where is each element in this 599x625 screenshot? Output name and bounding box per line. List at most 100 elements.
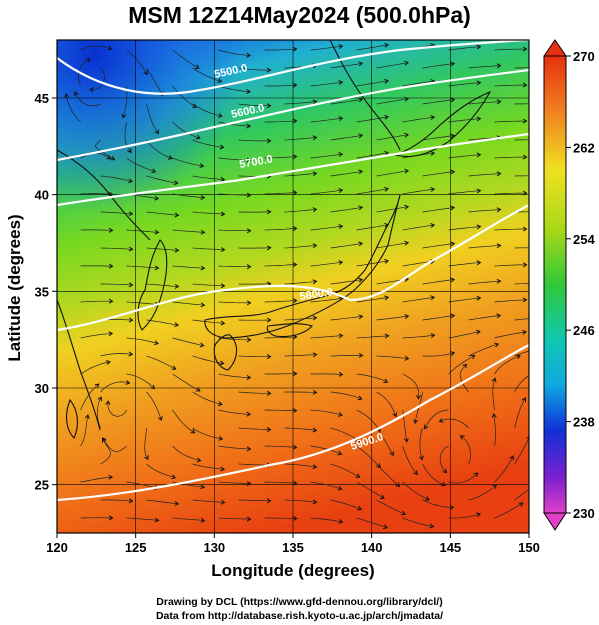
- flow-arrowhead: [358, 277, 364, 283]
- streamline: [448, 331, 480, 339]
- flow-arrowhead: [404, 204, 410, 210]
- map-title: MSM 12Z14May2024 (500.0hPa): [128, 2, 471, 28]
- flow-arrowhead: [403, 437, 409, 443]
- flow-arrowhead: [292, 118, 298, 124]
- streamline: [514, 375, 529, 393]
- streamline: [494, 299, 527, 303]
- flow-arrowhead: [470, 354, 476, 360]
- flow-arrowhead: [246, 446, 252, 452]
- flow-arrowhead: [585, 449, 589, 453]
- flow-arrowhead: [450, 313, 456, 319]
- flow-arrowhead: [220, 320, 226, 326]
- mainland-coast: [57, 149, 151, 431]
- flow-arrowhead: [589, 248, 593, 252]
- streamline: [218, 409, 251, 415]
- flow-arrowhead: [358, 314, 364, 320]
- streamline: [238, 499, 271, 502]
- streamline: [448, 262, 481, 267]
- streamline: [264, 481, 297, 484]
- flow-arrowhead: [199, 163, 205, 168]
- credit-data: Data from http://database.rish.kyoto-u.a…: [155, 610, 444, 622]
- flow-arrowhead: [496, 207, 502, 213]
- flow-arrowhead: [110, 155, 116, 161]
- streamline: [402, 481, 430, 501]
- streamline: [356, 80, 389, 87]
- streamline: [126, 481, 158, 489]
- flow-arrowhead: [292, 190, 298, 196]
- streamline: [422, 99, 455, 105]
- streamline: [330, 243, 363, 249]
- streamline: [172, 373, 200, 392]
- flow-arrowhead: [569, 265, 573, 269]
- streamline: [284, 354, 317, 357]
- colorbar-tick-label: 262: [573, 140, 595, 155]
- flow-arrowhead: [154, 340, 159, 346]
- streamline: [356, 188, 389, 195]
- colorbar-ticks: 270 262 254 246 238 230: [566, 49, 595, 521]
- flow-arrowhead: [246, 337, 252, 343]
- streamline: [310, 373, 343, 375]
- flow-arrowhead: [357, 395, 363, 401]
- streamline: [146, 355, 176, 370]
- streamline: [402, 80, 435, 87]
- hokkaido: [393, 90, 492, 158]
- streamline: [330, 62, 363, 69]
- flow-arrowhead: [292, 515, 298, 521]
- streamline: [126, 517, 159, 521]
- streamline: [172, 445, 201, 462]
- colorbar: 270 262 254 246 238 230: [543, 39, 595, 531]
- flow-arrowhead: [199, 342, 205, 348]
- streamline: [356, 409, 381, 432]
- flow-arrowhead: [106, 154, 112, 160]
- flow-arrowhead: [125, 379, 131, 385]
- streamline: [330, 206, 363, 213]
- streamline: [376, 355, 409, 360]
- flow-arrowhead: [476, 188, 482, 194]
- streamline: [172, 49, 199, 69]
- streamline: [192, 175, 225, 181]
- flow-arrowhead: [128, 351, 134, 357]
- flow-arrowhead: [476, 260, 482, 266]
- streamline: [439, 445, 449, 473]
- streamline: [514, 488, 529, 501]
- flow-arrowhead: [127, 148, 132, 154]
- streamline: [376, 62, 409, 69]
- streamline: [146, 283, 179, 287]
- flow-arrowhead: [384, 114, 390, 120]
- streamline: [218, 373, 251, 378]
- streamline: [218, 49, 251, 56]
- streamline: [80, 333, 113, 339]
- flow-arrowhead: [450, 97, 456, 103]
- streamline: [468, 65, 501, 69]
- streamline: [100, 211, 133, 215]
- x-tick-label: 130: [203, 540, 225, 555]
- streamline: [310, 81, 343, 87]
- flow-arrowhead: [246, 88, 251, 94]
- streamline: [218, 193, 251, 196]
- flow-arrowhead: [220, 499, 226, 505]
- streamline: [284, 281, 317, 285]
- streamline: [310, 117, 343, 123]
- y-tick-label: 25: [35, 478, 49, 493]
- streamline: [424, 409, 449, 429]
- flow-arrowhead: [496, 63, 502, 69]
- flow-arrowhead: [246, 300, 252, 306]
- streamline: [122, 85, 128, 118]
- streamline: [402, 517, 434, 527]
- streamline: [126, 373, 155, 389]
- flow-arrowhead: [534, 371, 538, 375]
- flow-arrowhead: [404, 314, 410, 319]
- flow-arrowhead: [496, 313, 502, 319]
- flow-arrowhead: [522, 118, 528, 124]
- streamline: [102, 437, 127, 453]
- flow-arrowhead: [128, 211, 134, 217]
- streamline: [172, 157, 204, 167]
- streamline: [264, 48, 297, 51]
- flow-arrowhead: [430, 186, 436, 192]
- flow-arrowhead: [522, 262, 528, 268]
- flow-arrowhead: [171, 474, 177, 480]
- flow-arrowhead: [292, 46, 298, 52]
- flow-arrowhead: [589, 352, 593, 356]
- streamline: [218, 517, 251, 520]
